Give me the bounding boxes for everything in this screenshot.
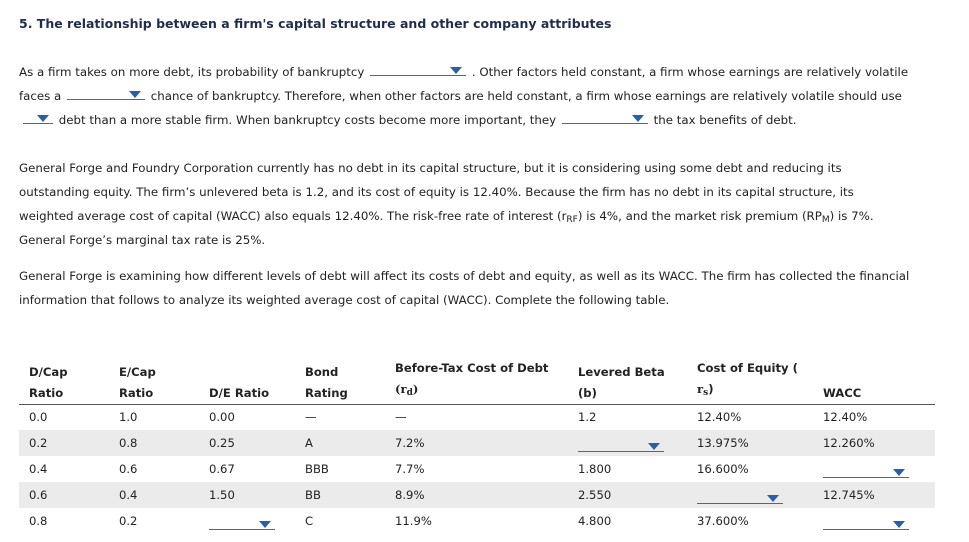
tax-benefit-dropdown[interactable] xyxy=(561,109,648,124)
chevron-down-icon xyxy=(648,443,660,450)
cell-kd: 11.9% xyxy=(395,514,432,528)
cell-kd: 8.9% xyxy=(385,482,568,508)
cell-de xyxy=(199,508,295,534)
p1-text-3a: debt than a more stable firm. When bankr… xyxy=(58,113,557,127)
cell-kd: 7.7% xyxy=(395,462,425,476)
cell-kd: — xyxy=(395,410,407,425)
p3-line-1: General Forge is examining how different… xyxy=(19,269,910,283)
cell-bond: BB xyxy=(295,482,385,508)
volatile-chance-dropdown[interactable] xyxy=(67,85,146,100)
header-ecap: E/Cap Ratio xyxy=(119,364,156,400)
wacc-dropdown[interactable] xyxy=(823,515,909,530)
header-bond: Bond Rating xyxy=(305,364,348,400)
section-heading: 5. The relationship between a firm's cap… xyxy=(19,16,612,31)
chevron-down-icon xyxy=(893,469,905,476)
cost-of-equity-dropdown[interactable] xyxy=(697,489,783,504)
header-de: D/E Ratio xyxy=(209,385,270,400)
cell-ecap: 1.0 xyxy=(119,410,138,425)
chevron-down-icon xyxy=(37,115,49,122)
cell-de: 1.50 xyxy=(199,482,295,508)
cell-bond: C xyxy=(305,514,314,528)
cell-wacc: 12.745% xyxy=(813,482,935,508)
cell-dcap: 0.8 xyxy=(29,514,48,528)
table-row: 0.4 0.6 0.67 BBB 7.7% 1.800 16.600% xyxy=(19,456,935,482)
p1-text-2a: faces a xyxy=(19,89,62,103)
cell-kd: 7.2% xyxy=(385,430,568,456)
wacc-table: D/Cap Ratio E/Cap Ratio D/E Ratio Bond Rati… xyxy=(19,356,935,534)
p1-text-1a: As a firm takes on more debt, its probab… xyxy=(19,65,365,79)
cell-ke xyxy=(687,482,813,508)
debt-amount-dropdown[interactable] xyxy=(23,109,53,124)
cell-ecap: 0.8 xyxy=(109,430,199,456)
cell-wacc: 12.260% xyxy=(813,430,935,456)
cell-ke: 13.975% xyxy=(687,430,813,456)
cell-dcap: 0.0 xyxy=(29,410,48,425)
cell-ke: 12.40% xyxy=(697,410,742,425)
p1-text-1b: . Other factors held constant, a firm wh… xyxy=(471,65,909,79)
p2-line-3: weighted average cost of capital (WACC) … xyxy=(19,204,874,228)
cell-wacc xyxy=(813,456,935,482)
header-wacc: WACC xyxy=(823,385,862,400)
table-row: 0.2 0.8 0.25 A 7.2% 13.975% 12.260% xyxy=(19,430,935,456)
rf-subscript: RF xyxy=(566,215,578,225)
p3-line-2: information that follows to analyze its … xyxy=(19,293,670,307)
header-ke: Cost of Equity (rs) xyxy=(697,360,798,398)
chevron-down-icon xyxy=(450,67,463,74)
cell-beta: 1.2 xyxy=(578,410,597,425)
p2-line-3c: ) is 4%, and the market risk premium (RP xyxy=(577,209,822,223)
cell-bond: A xyxy=(295,430,385,456)
table-header-row: D/Cap Ratio E/Cap Ratio D/E Ratio Bond Rati… xyxy=(19,356,935,404)
table-row: 0.0 1.0 0.00 — — 1.2 12.40% 12.40% xyxy=(19,404,935,430)
cell-bond: BBB xyxy=(305,462,329,476)
cell-dcap: 0.6 xyxy=(19,482,109,508)
levered-beta-dropdown[interactable] xyxy=(578,437,664,452)
cell-beta: 1.800 xyxy=(578,462,612,476)
header-dcap: D/Cap Ratio xyxy=(29,364,68,400)
cell-de: 0.67 xyxy=(209,462,235,476)
p2-line-4: General Forge’s marginal tax rate is 25%… xyxy=(19,233,266,247)
cell-dcap: 0.4 xyxy=(29,462,48,476)
m-subscript: M xyxy=(821,215,830,225)
cell-de: 0.25 xyxy=(199,430,295,456)
p1-text-3b: the tax benefits of debt. xyxy=(653,113,797,127)
chevron-down-icon xyxy=(259,521,271,528)
p2-line-3a: weighted average cost of capital (WACC) … xyxy=(19,209,567,223)
bankruptcy-probability-dropdown[interactable] xyxy=(370,61,467,76)
cell-beta xyxy=(568,430,687,456)
chevron-down-icon xyxy=(631,115,644,122)
cell-wacc: 12.40% xyxy=(823,410,868,425)
table-row: 0.6 0.4 1.50 BB 8.9% 2.550 12.745% xyxy=(19,482,935,508)
chevron-down-icon xyxy=(767,495,779,502)
cell-bond: — xyxy=(305,410,317,425)
p2-line-1: General Forge and Foundry Corporation cu… xyxy=(19,161,842,175)
cell-ecap: 0.6 xyxy=(119,462,138,476)
cell-beta: 4.800 xyxy=(578,514,612,528)
cell-wacc xyxy=(813,508,935,534)
p2-line-3e: ) is 7%. xyxy=(829,209,874,223)
cell-dcap: 0.2 xyxy=(19,430,109,456)
chevron-down-icon xyxy=(893,521,905,528)
cell-ecap: 0.4 xyxy=(109,482,199,508)
cell-ecap: 0.2 xyxy=(119,514,138,528)
chevron-down-icon xyxy=(129,91,142,98)
header-beta: Levered Beta (b) xyxy=(578,364,665,400)
cell-ke: 37.600% xyxy=(697,514,749,528)
cell-de: 0.00 xyxy=(209,410,235,425)
de-ratio-dropdown[interactable] xyxy=(209,515,275,530)
p2-line-2: outstanding equity. The firm’s unlevered… xyxy=(19,185,854,199)
table-row: 0.8 0.2 C 11.9% 4.800 37.600% xyxy=(19,508,935,534)
header-kd: Before-Tax Cost of Debt (rd) xyxy=(395,360,549,398)
p1-text-2b: chance of bankruptcy. Therefore, when ot… xyxy=(150,89,902,103)
cell-beta: 2.550 xyxy=(568,482,687,508)
wacc-dropdown[interactable] xyxy=(823,463,909,478)
cell-ke: 16.600% xyxy=(697,462,749,476)
